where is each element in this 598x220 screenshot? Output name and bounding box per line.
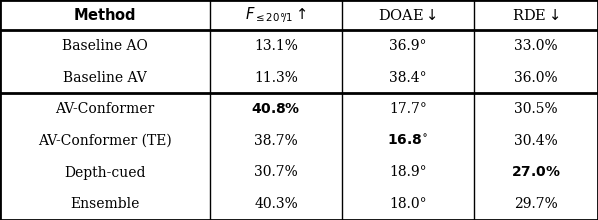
Text: Depth-cued: Depth-cued	[64, 165, 146, 180]
Text: 30.5%: 30.5%	[514, 102, 558, 116]
Text: Baseline AV: Baseline AV	[63, 70, 147, 84]
Text: Ensemble: Ensemble	[71, 197, 140, 211]
Text: 38.7%: 38.7%	[254, 134, 298, 148]
Text: $\mathbf{16.8^{\circ}}$: $\mathbf{16.8^{\circ}}$	[388, 134, 429, 148]
Text: 18.0°: 18.0°	[389, 197, 427, 211]
Text: DOAE$\downarrow$: DOAE$\downarrow$	[379, 7, 438, 22]
Text: 33.0%: 33.0%	[514, 39, 558, 53]
Text: 40.3%: 40.3%	[254, 197, 298, 211]
Text: 36.9°: 36.9°	[389, 39, 427, 53]
Text: 30.7%: 30.7%	[254, 165, 298, 180]
Text: 38.4°: 38.4°	[389, 70, 427, 84]
Text: 29.7%: 29.7%	[514, 197, 558, 211]
Text: $\mathbf{Method}$: $\mathbf{Method}$	[74, 7, 136, 23]
Text: 18.9°: 18.9°	[389, 165, 427, 180]
Text: Baseline AO: Baseline AO	[62, 39, 148, 53]
Text: $\mathbf{27.0\%}$: $\mathbf{27.0\%}$	[511, 165, 561, 180]
Text: 36.0%: 36.0%	[514, 70, 558, 84]
Text: AV-Conformer (TE): AV-Conformer (TE)	[38, 134, 172, 148]
Text: $\mathbf{40.8\%}$: $\mathbf{40.8\%}$	[251, 102, 301, 116]
Text: AV-Conformer: AV-Conformer	[56, 102, 155, 116]
Text: RDE$\downarrow$: RDE$\downarrow$	[512, 7, 560, 22]
Text: $F_{\leq 20°\!/1}{\uparrow}$: $F_{\leq 20°\!/1}{\uparrow}$	[245, 5, 307, 25]
Text: 30.4%: 30.4%	[514, 134, 558, 148]
Text: 11.3%: 11.3%	[254, 70, 298, 84]
Text: 17.7°: 17.7°	[389, 102, 427, 116]
Text: 13.1%: 13.1%	[254, 39, 298, 53]
